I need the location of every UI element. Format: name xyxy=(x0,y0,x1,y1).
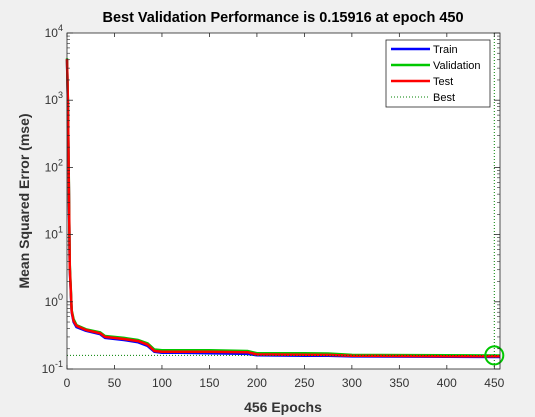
x-tick-label: 350 xyxy=(389,376,409,390)
y-axis: 10-1 100 101 102 103 104 xyxy=(42,23,500,376)
plot-frame xyxy=(66,32,501,370)
x-tick-label: 450 xyxy=(484,376,504,390)
legend-label-validation: Validation xyxy=(433,60,481,72)
y-tick-label: 10-1 xyxy=(42,359,63,376)
x-tick-label: 200 xyxy=(247,376,267,390)
y-tick-label: 100 xyxy=(45,292,63,309)
x-axis: 0 50 100 150 200 250 300 350 400 450 xyxy=(64,33,505,390)
x-tick-label: 100 xyxy=(152,376,172,390)
legend-label-train: Train xyxy=(433,44,458,56)
y-tick-label: 102 xyxy=(45,157,63,174)
legend: Train Validation Test Best xyxy=(385,39,491,108)
best-point-marker xyxy=(484,345,505,366)
x-tick-label: 0 xyxy=(64,376,71,390)
x-tick-label: 400 xyxy=(437,376,457,390)
x-axis-label: 456 Epochs xyxy=(244,399,322,415)
x-tick-label: 50 xyxy=(108,376,122,390)
y-tick-label: 101 xyxy=(45,225,63,242)
legend-label-test: Test xyxy=(433,76,453,88)
series-line-test xyxy=(65,58,500,358)
legend-box xyxy=(385,39,491,108)
y-tick-label: 103 xyxy=(45,90,63,107)
y-tick-label: 104 xyxy=(45,23,63,40)
x-tick-label: 250 xyxy=(294,376,314,390)
legend-label-best: Best xyxy=(433,92,455,104)
chart-title: Best Validation Performance is 0.15916 a… xyxy=(102,10,463,26)
x-tick-label: 300 xyxy=(342,376,362,390)
x-tick-label: 150 xyxy=(199,376,219,390)
plot-content xyxy=(65,33,505,369)
y-axis-label: Mean Squared Error (mse) xyxy=(16,113,32,288)
